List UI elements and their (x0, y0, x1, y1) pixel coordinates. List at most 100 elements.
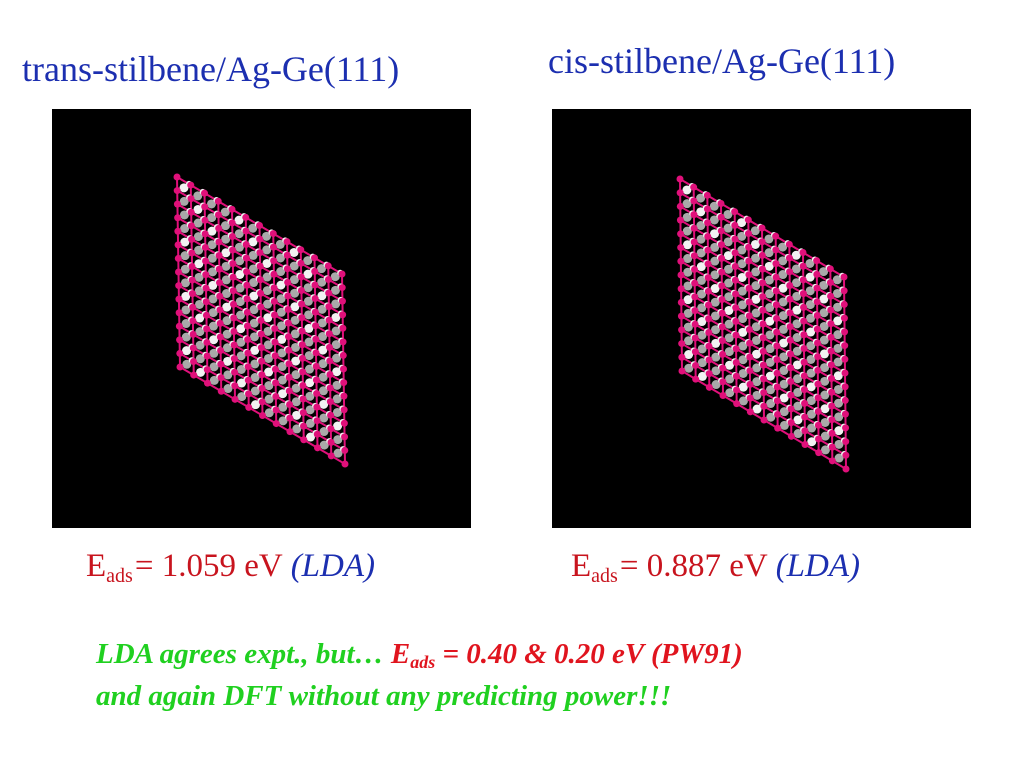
atom (270, 270, 278, 278)
atom (819, 321, 829, 331)
atom (841, 396, 849, 404)
atom (194, 286, 204, 296)
atom (303, 256, 313, 266)
atom (738, 314, 748, 324)
atom (731, 263, 739, 271)
atom (319, 440, 329, 450)
atom (805, 300, 815, 310)
atom (286, 414, 294, 422)
atom (813, 325, 821, 333)
atom (710, 284, 720, 294)
atom (234, 229, 244, 239)
atom (779, 366, 789, 376)
atom (195, 313, 205, 323)
atom (313, 390, 321, 398)
atom (814, 339, 822, 347)
atom (724, 278, 734, 288)
atom (263, 340, 273, 350)
atom (759, 293, 767, 301)
atom (691, 307, 699, 315)
atom (311, 267, 319, 275)
atom (257, 317, 265, 324)
atom (677, 271, 685, 279)
atom (221, 275, 231, 285)
atom (272, 379, 280, 387)
atom (173, 200, 181, 208)
atom (290, 302, 300, 312)
atom (313, 403, 321, 411)
atom (271, 311, 279, 319)
atom (759, 347, 767, 355)
atom (806, 409, 816, 419)
atom (235, 269, 245, 279)
atom (704, 260, 712, 268)
atom (243, 295, 251, 303)
atom (786, 281, 794, 289)
atom (235, 310, 245, 320)
atom (215, 252, 223, 260)
atom (718, 296, 726, 303)
atom (690, 252, 698, 260)
atom (819, 308, 829, 318)
atom (814, 394, 822, 402)
atom (724, 292, 734, 302)
atom (229, 260, 237, 268)
atom (717, 241, 725, 249)
atom (718, 282, 726, 290)
atom (324, 262, 332, 270)
atom (248, 223, 258, 233)
atom (291, 370, 301, 380)
atom (751, 322, 761, 332)
atom (249, 291, 259, 301)
atom (215, 265, 223, 273)
atom (787, 377, 795, 385)
atom (799, 290, 807, 298)
lattice (173, 173, 349, 468)
atom (229, 246, 237, 254)
atom (245, 403, 253, 411)
atom (737, 245, 747, 255)
atom (257, 344, 265, 352)
atom (814, 421, 822, 429)
atom (299, 395, 307, 403)
atom (319, 427, 329, 437)
atom (311, 308, 319, 316)
atom (737, 286, 747, 296)
atom (833, 330, 843, 340)
atom (283, 238, 291, 246)
atom (249, 332, 259, 342)
atom (751, 267, 761, 277)
atom (733, 400, 741, 408)
atom (286, 428, 294, 436)
atom (800, 372, 808, 380)
atom (842, 465, 850, 473)
atom (764, 289, 774, 299)
atom (827, 375, 835, 383)
atom (842, 451, 850, 459)
atom (318, 332, 328, 342)
atom (340, 392, 348, 400)
atom (245, 390, 253, 398)
atom (746, 408, 754, 416)
atom (814, 408, 822, 416)
atom (682, 199, 692, 209)
note-line: LDA agrees expt., but… Eads = 0.40 & 0.2… (96, 638, 743, 673)
atom (772, 232, 780, 240)
atom (341, 460, 349, 468)
atom (339, 311, 347, 319)
atom (338, 284, 346, 292)
atom (230, 314, 238, 322)
atom (201, 189, 208, 197)
atom (746, 380, 754, 388)
atom (786, 268, 794, 276)
atom (208, 294, 218, 304)
atom (290, 329, 300, 339)
atom (841, 383, 849, 391)
atom (746, 339, 754, 347)
note-line: and again DFT without any predicting pow… (96, 680, 672, 712)
atom (243, 308, 251, 316)
atom (231, 382, 239, 390)
atom (269, 230, 277, 238)
atom (724, 319, 734, 329)
atom (828, 429, 836, 437)
